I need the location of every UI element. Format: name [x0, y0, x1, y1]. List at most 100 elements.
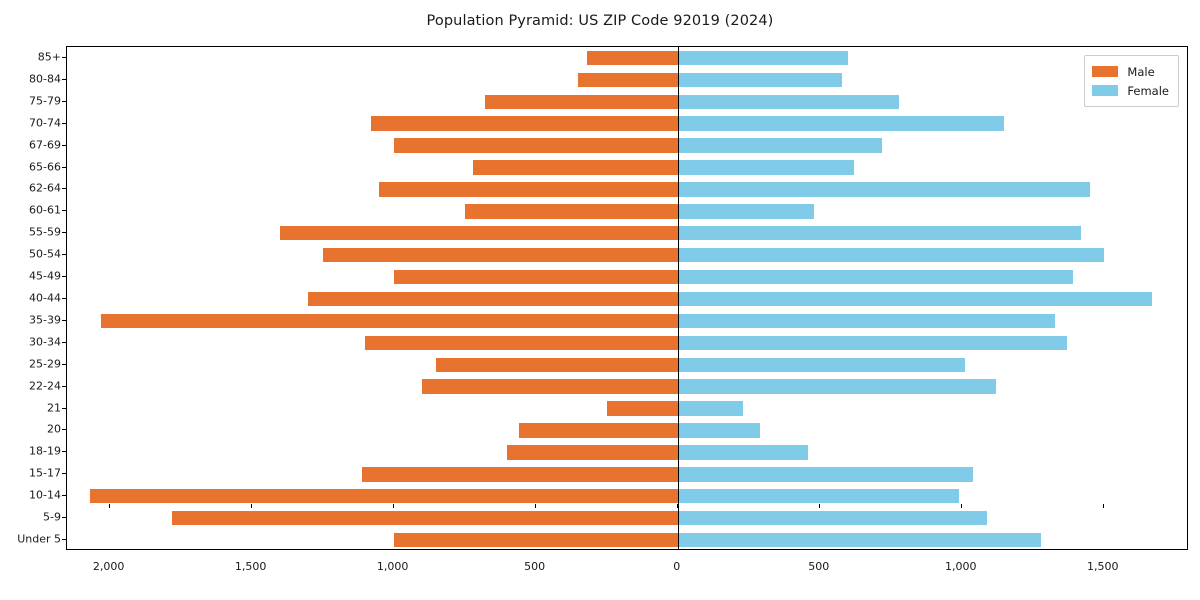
bar-female[interactable] — [677, 226, 1082, 241]
bar-female[interactable] — [677, 401, 744, 416]
bar-row — [67, 291, 1187, 307]
bar-male[interactable] — [464, 204, 678, 219]
legend-swatch-male — [1092, 66, 1119, 77]
bar-female[interactable] — [677, 72, 843, 88]
ytick-mark — [62, 210, 66, 212]
bar-male[interactable] — [308, 291, 678, 307]
ytick-mark — [62, 276, 66, 278]
bar-row — [67, 94, 1187, 109]
bar-male[interactable] — [393, 138, 678, 153]
bar-male[interactable] — [362, 467, 678, 482]
bar-male[interactable] — [484, 94, 678, 109]
ytick-mark — [62, 341, 66, 343]
bar-male[interactable] — [518, 423, 678, 438]
bar-female[interactable] — [677, 269, 1073, 285]
bar-male[interactable] — [393, 269, 678, 285]
bar-male[interactable] — [172, 510, 678, 526]
bar-male[interactable] — [365, 335, 678, 351]
bar-male[interactable] — [507, 445, 678, 460]
ytick-label-67-69: 67-69 — [29, 138, 61, 152]
ytick-mark — [62, 363, 66, 365]
bar-male[interactable] — [586, 50, 678, 66]
xtick-label: 1,000 — [376, 560, 409, 573]
ytick-label-65-66: 65-66 — [29, 160, 61, 174]
xtick-mark — [392, 504, 394, 508]
ytick-mark — [62, 451, 66, 453]
bar-male[interactable] — [89, 488, 678, 504]
xtick-label: 2,000 — [92, 560, 125, 573]
ytick-label-22-24: 22-24 — [29, 379, 61, 393]
bar-row — [67, 247, 1187, 263]
bar-male[interactable] — [370, 116, 678, 131]
chart-title: Population Pyramid: US ZIP Code 92019 (2… — [426, 13, 774, 29]
ytick-mark — [62, 407, 66, 409]
xtick-mark — [534, 504, 536, 508]
bar-male[interactable] — [473, 160, 678, 175]
bar-female[interactable] — [677, 335, 1067, 351]
ytick-label-40-44: 40-44 — [29, 291, 61, 305]
bar-male[interactable] — [322, 247, 678, 263]
ytick-label-25-29: 25-29 — [29, 357, 61, 371]
bar-row — [67, 445, 1187, 460]
ytick-label-18-19: 18-19 — [29, 444, 61, 458]
ytick-label-21: 21 — [47, 401, 61, 415]
bar-male[interactable] — [578, 72, 678, 88]
bar-male[interactable] — [280, 226, 678, 241]
xtick-label: 1,000 — [945, 560, 977, 573]
bar-female[interactable] — [677, 50, 849, 66]
ytick-mark — [62, 539, 66, 541]
ytick-label-30-34: 30-34 — [29, 335, 61, 349]
bar-row — [67, 379, 1187, 394]
bar-female[interactable] — [677, 160, 854, 175]
bar-female[interactable] — [677, 291, 1153, 307]
bar-male[interactable] — [379, 182, 678, 197]
bar-female[interactable] — [677, 532, 1042, 548]
bar-female[interactable] — [677, 357, 965, 372]
bar-male[interactable] — [422, 379, 678, 394]
legend: Male Female — [1084, 55, 1179, 107]
ytick-mark — [62, 429, 66, 431]
bar-male[interactable] — [393, 532, 678, 548]
bar-female[interactable] — [677, 182, 1090, 197]
legend-label-female: Female — [1127, 83, 1169, 98]
ytick-mark — [62, 166, 66, 168]
xtick-label: 500 — [808, 560, 830, 573]
ytick-mark — [62, 319, 66, 321]
legend-swatch-female — [1092, 85, 1119, 96]
bar-row — [67, 401, 1187, 416]
bar-female[interactable] — [677, 94, 900, 109]
bar-female[interactable] — [677, 313, 1056, 329]
xtick-label: 1,500 — [234, 560, 267, 573]
xtick-mark — [250, 504, 252, 508]
ytick-mark — [62, 473, 66, 475]
bar-male[interactable] — [436, 357, 678, 372]
ytick-mark — [62, 517, 66, 519]
ytick-label-85-: 85+ — [37, 50, 61, 64]
ytick-mark — [62, 254, 66, 256]
bar-male[interactable] — [101, 313, 678, 329]
bar-female[interactable] — [677, 467, 974, 482]
bar-row — [67, 72, 1187, 88]
bar-male[interactable] — [606, 401, 678, 416]
bar-female[interactable] — [677, 116, 1005, 131]
bar-female[interactable] — [677, 488, 959, 504]
bar-female[interactable] — [677, 423, 761, 438]
bar-row — [67, 357, 1187, 372]
bar-female[interactable] — [677, 445, 809, 460]
bar-female[interactable] — [677, 510, 988, 526]
bar-female[interactable] — [677, 247, 1104, 263]
bar-row — [67, 467, 1187, 482]
ytick-label-60-61: 60-61 — [29, 203, 61, 217]
ytick-mark — [62, 188, 66, 190]
bar-female[interactable] — [677, 138, 883, 153]
bar-female[interactable] — [677, 204, 815, 219]
ytick-label-15-17: 15-17 — [29, 466, 61, 480]
bar-row — [67, 313, 1187, 329]
ytick-label-50-54: 50-54 — [29, 247, 61, 261]
ytick-mark — [62, 144, 66, 146]
ytick-label-80-84: 80-84 — [29, 72, 61, 86]
xtick-label: 500 — [524, 560, 546, 573]
xtick-mark — [818, 504, 820, 508]
bar-female[interactable] — [677, 379, 996, 394]
